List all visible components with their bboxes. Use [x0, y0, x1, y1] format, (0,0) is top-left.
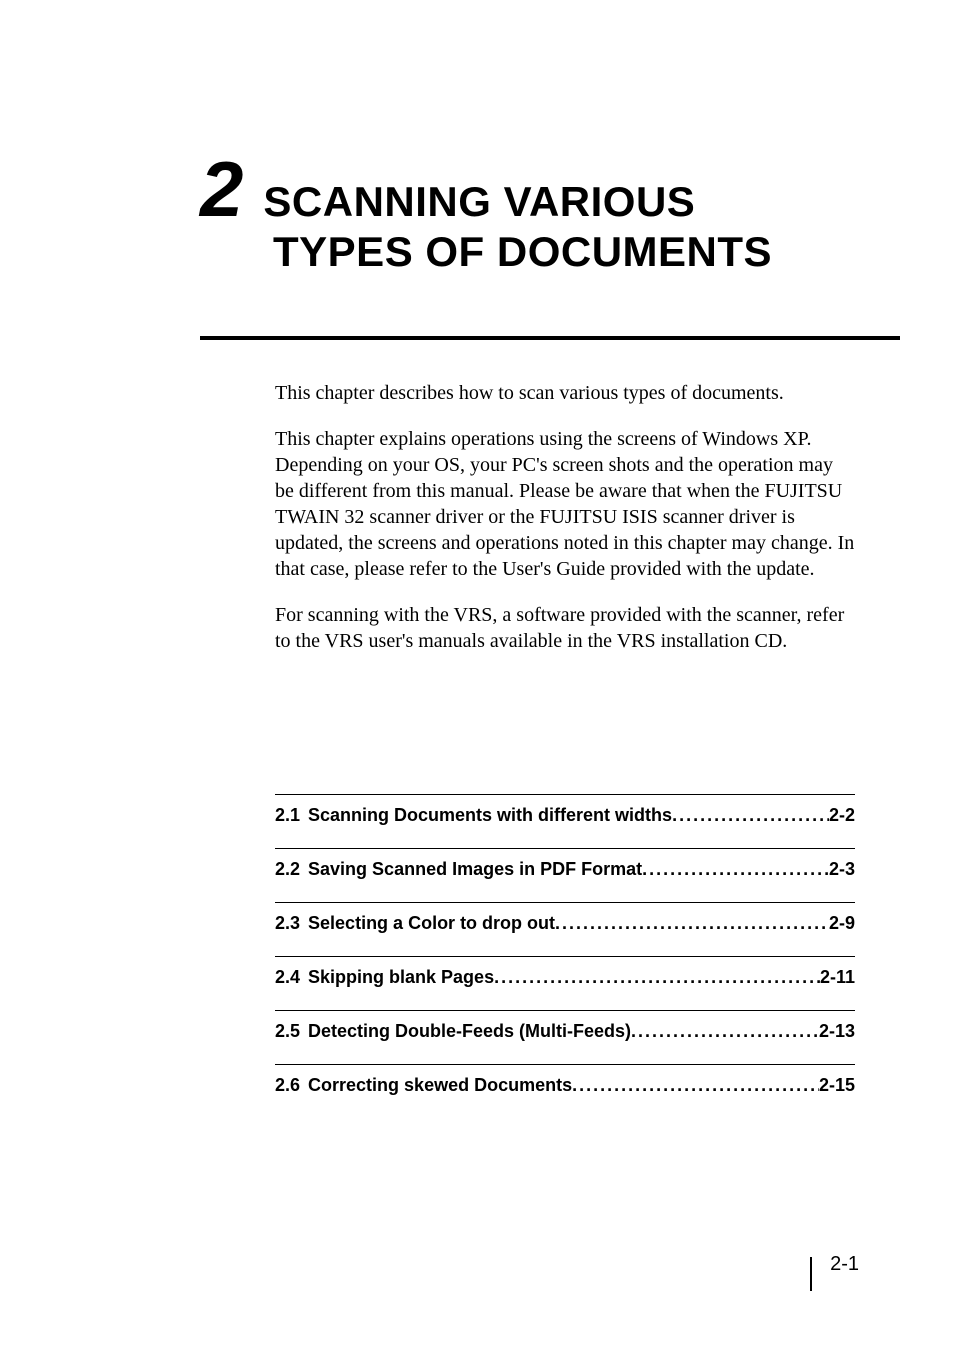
toc-entry: 2.4 Skipping blank Pages 2-11	[275, 956, 855, 1010]
toc-leader-dots	[555, 913, 829, 934]
toc-page-number: 2-13	[819, 1021, 855, 1042]
chapter-title-line1: SCANNING VARIOUS	[263, 178, 695, 226]
toc-page-number: 2-11	[820, 967, 855, 988]
toc-section-number: 2.5	[275, 1021, 300, 1042]
toc-section-label: Skipping blank Pages	[308, 967, 494, 988]
toc-section-number: 2.1	[275, 805, 300, 826]
chapter-title-row-1: 2 SCANNING VARIOUS	[200, 150, 874, 228]
toc-section-label: Detecting Double-Feeds (Multi-Feeds)	[308, 1021, 631, 1042]
toc-leader-dots	[494, 967, 820, 988]
toc-section-number: 2.2	[275, 859, 300, 880]
intro-paragraph-2: This chapter explains operations using t…	[275, 426, 855, 582]
footer-divider	[810, 1257, 812, 1291]
toc-section-label: Saving Scanned Images in PDF Format	[308, 859, 642, 880]
toc-leader-dots	[631, 1021, 819, 1042]
chapter-heading: 2 SCANNING VARIOUS TYPES OF DOCUMENTS	[200, 150, 874, 276]
table-of-contents: 2.1 Scanning Documents with different wi…	[275, 794, 855, 1118]
toc-leader-dots	[672, 805, 829, 826]
toc-page-number: 2-15	[819, 1075, 855, 1096]
toc-leader-dots	[642, 859, 829, 880]
toc-page-number: 2-3	[829, 859, 855, 880]
toc-section-label: Scanning Documents with different widths	[308, 805, 672, 826]
chapter-number: 2	[200, 150, 243, 228]
toc-page-number: 2-2	[829, 805, 855, 826]
intro-paragraph-3: For scanning with the VRS, a software pr…	[275, 602, 855, 654]
toc-leader-dots	[572, 1075, 819, 1096]
toc-entry: 2.2 Saving Scanned Images in PDF Format …	[275, 848, 855, 902]
toc-section-label: Selecting a Color to drop out	[308, 913, 555, 934]
chapter-title-line2: TYPES OF DOCUMENTS	[273, 228, 874, 276]
toc-entry: 2.1 Scanning Documents with different wi…	[275, 794, 855, 848]
toc-entry: 2.3 Selecting a Color to drop out 2-9	[275, 902, 855, 956]
toc-entry: 2.6 Correcting skewed Documents 2-15	[275, 1064, 855, 1118]
toc-section-number: 2.3	[275, 913, 300, 934]
page-footer: 2-1	[810, 1247, 859, 1281]
intro-paragraph-1: This chapter describes how to scan vario…	[275, 380, 855, 406]
page-number: 2-1	[830, 1253, 859, 1276]
toc-section-label: Correcting skewed Documents	[308, 1075, 572, 1096]
body-text: This chapter describes how to scan vario…	[275, 380, 855, 654]
toc-section-number: 2.6	[275, 1075, 300, 1096]
toc-entry: 2.5 Detecting Double-Feeds (Multi-Feeds)…	[275, 1010, 855, 1064]
page-container: 2 SCANNING VARIOUS TYPES OF DOCUMENTS Th…	[0, 0, 954, 1118]
toc-section-number: 2.4	[275, 967, 300, 988]
toc-page-number: 2-9	[829, 913, 855, 934]
chapter-rule	[200, 336, 900, 340]
